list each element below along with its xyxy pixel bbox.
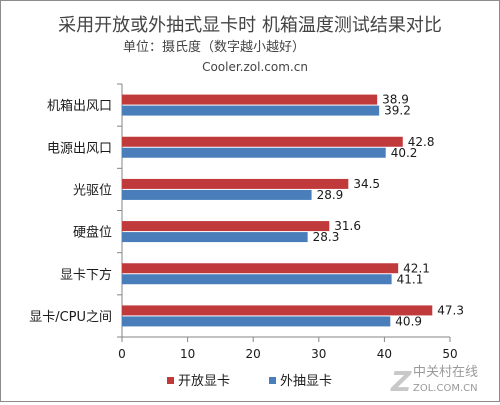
watermark-text: 中关村在线 [413,365,478,380]
legend: 开放显卡 外抽显卡 [167,374,332,389]
data-label: 40.2 [391,146,418,160]
data-label: 39.2 [384,104,411,118]
data-label: 42.8 [408,135,435,149]
bar-extract [122,189,312,200]
data-label: 34.5 [353,177,380,191]
bar-extract [122,274,392,285]
bar-extract [122,105,380,116]
category-label: 光驱位 [73,183,112,198]
data-label: 28.3 [313,230,340,244]
chart-title: 采用开放或外抽式显卡时 机箱温度测试结果对比 [58,15,442,36]
bar-open [122,263,399,274]
legend-label: 外抽显卡 [280,374,332,389]
category-label: 机箱出风口 [47,98,112,114]
legend-swatch [269,377,276,384]
data-label: 40.9 [395,314,422,328]
category-label: 电源出风口 [47,141,112,156]
bar-open [122,94,378,105]
watermark: Z 中关村在线 ZOL.COM.CN [390,365,478,398]
x-tick-label: 20 [246,347,261,361]
watermark-z-logo: Z [390,365,412,398]
chart-source: Cooler.zol.com.cn [202,60,308,74]
data-label: 38.9 [382,93,409,107]
watermark-url: ZOL.COM.CN [413,383,478,394]
data-label: 42.1 [403,261,430,275]
plot-area: 0 10 20 30 40 50 机箱出风口 38.939.2 电源出风口 42.840.2 光驱位… [29,83,464,361]
legend-label: 开放显卡 [178,374,230,389]
x-tick-label: 10 [180,347,195,361]
category-label: 显卡下方 [60,267,112,283]
bar-extract [122,147,386,158]
data-label: 28.9 [317,188,344,202]
chart-subtitle: 单位：摄氏度（数字越小越好） [123,39,305,55]
x-tick-label: 30 [311,347,326,361]
data-label: 41.1 [397,272,424,286]
legend-swatch [167,377,174,384]
x-tick-label: 50 [442,347,457,361]
data-label: 47.3 [437,303,464,317]
data-label: 31.6 [334,219,361,233]
x-tick-label: 0 [118,347,126,361]
bar-open [122,178,349,189]
bar-extract [122,232,308,243]
bar-extract [122,316,391,327]
bar-open [122,136,403,147]
x-tick-label: 40 [377,347,392,361]
bar-open [122,305,433,316]
category-label: 显卡/CPU之间 [29,310,112,325]
bar-open [122,221,330,232]
category-label: 硬盘位 [73,225,112,241]
